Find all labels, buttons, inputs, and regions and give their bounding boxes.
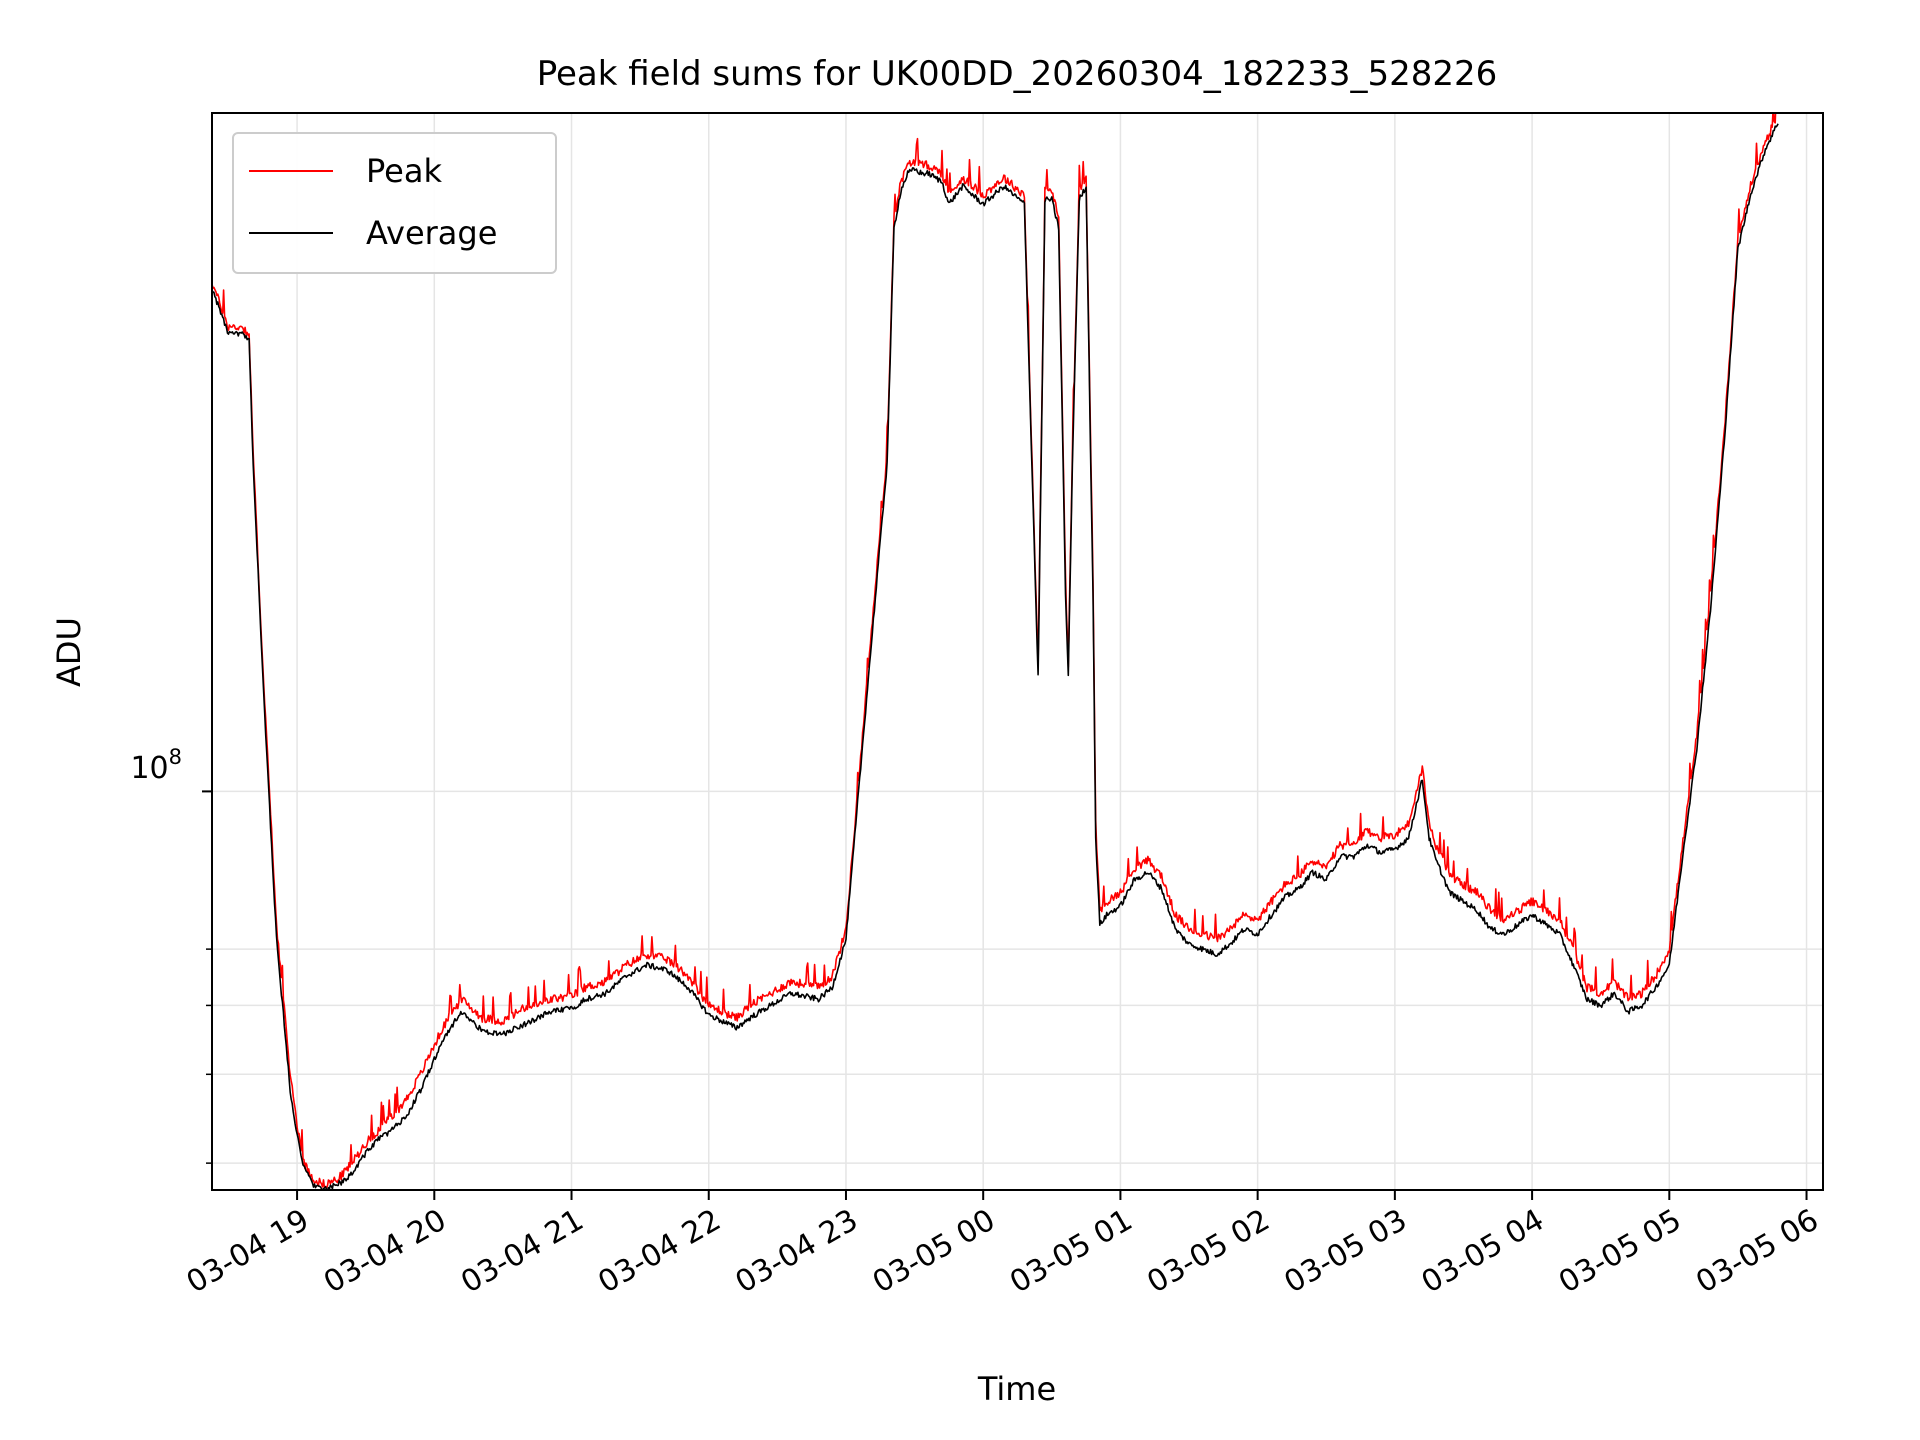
x-tick-label: 03-05 05 xyxy=(1553,1203,1687,1301)
x-tick-label: 03-04 22 xyxy=(592,1203,726,1301)
y-tick-exponent: 8 xyxy=(169,745,182,769)
x-tick-label: 03-05 06 xyxy=(1690,1203,1824,1301)
x-tick-label: 03-04 21 xyxy=(455,1203,589,1301)
y-tick-label-1e8: 108 xyxy=(130,745,182,786)
chart-title: Peak field sums for UK00DD_20260304_1822… xyxy=(537,54,1498,94)
x-tick-label: 03-04 23 xyxy=(730,1203,864,1301)
series-line-average xyxy=(212,123,1779,1190)
y-axis-ticks xyxy=(202,790,212,1164)
legend-box xyxy=(232,132,557,274)
x-axis-label: Time xyxy=(977,1370,1056,1408)
x-axis-ticks xyxy=(296,1190,1808,1200)
grid xyxy=(212,113,1823,1190)
legend: Peak Average xyxy=(232,132,557,274)
plot-frame xyxy=(211,112,1824,1191)
legend-label-peak: Peak xyxy=(366,152,442,190)
x-tick-label: 03-04 20 xyxy=(318,1203,452,1301)
series-line-peak xyxy=(212,113,1778,1189)
legend-label-average: Average xyxy=(366,214,497,252)
x-tick-label: 03-05 03 xyxy=(1279,1203,1413,1301)
x-tick-label: 03-05 00 xyxy=(867,1203,1001,1301)
x-tick-label: 03-05 01 xyxy=(1004,1203,1138,1301)
x-tick-label: 03-05 04 xyxy=(1416,1203,1550,1301)
x-tick-label: 03-04 19 xyxy=(181,1203,315,1301)
y-axis-label: ADU xyxy=(50,617,88,687)
x-tick-label: 03-05 02 xyxy=(1141,1203,1275,1301)
series-layer xyxy=(212,113,1779,1190)
y-tick-base: 10 xyxy=(130,751,168,786)
